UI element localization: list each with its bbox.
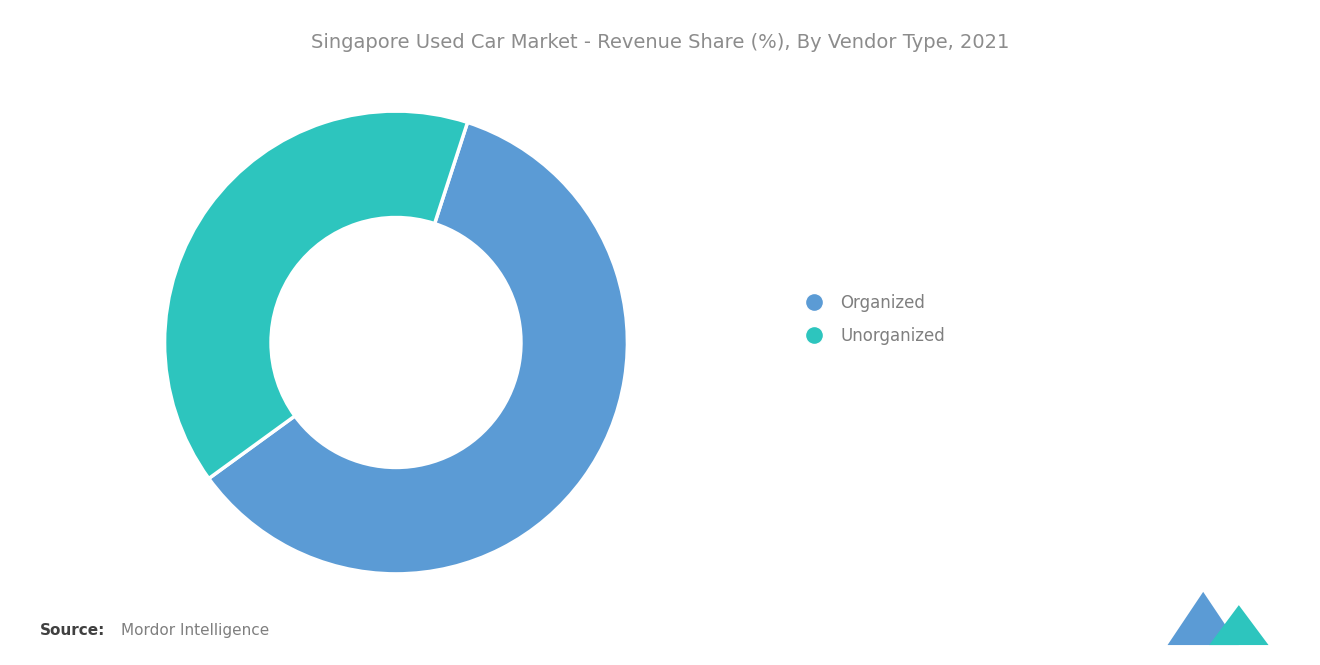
Text: Source:: Source:	[40, 623, 106, 638]
Text: Singapore Used Car Market - Revenue Share (%), By Vendor Type, 2021: Singapore Used Car Market - Revenue Shar…	[310, 33, 1010, 53]
Text: Mordor Intelligence: Mordor Intelligence	[121, 623, 269, 638]
Legend: Organized, Unorganized: Organized, Unorganized	[797, 294, 945, 344]
Wedge shape	[165, 111, 467, 479]
Wedge shape	[209, 122, 627, 574]
